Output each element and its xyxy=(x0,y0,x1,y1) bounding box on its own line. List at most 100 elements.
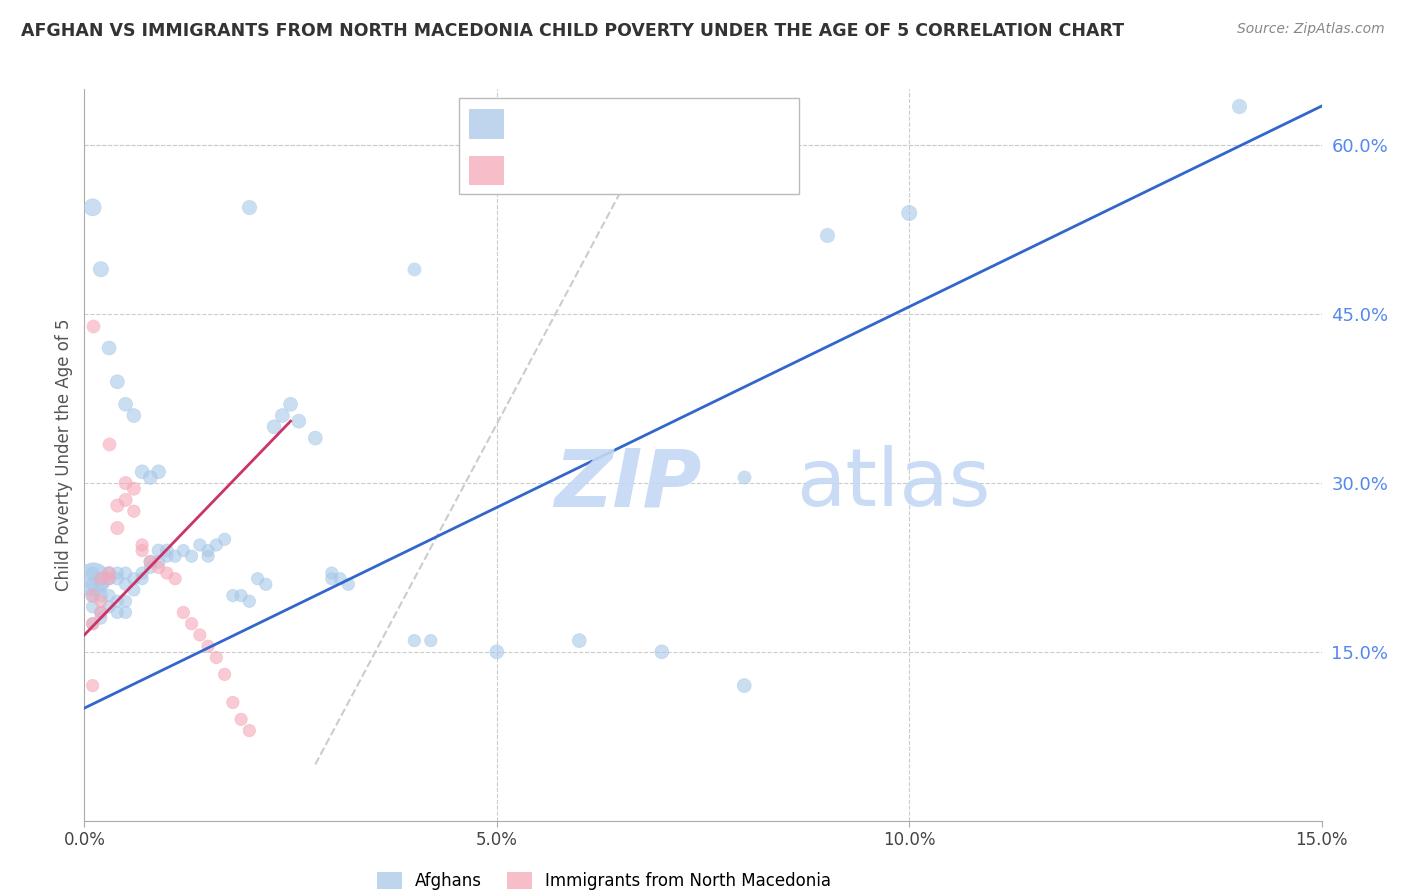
Point xyxy=(105,594,128,608)
Point xyxy=(188,538,211,552)
Point xyxy=(148,555,170,569)
Point xyxy=(188,628,211,642)
Point xyxy=(131,465,153,479)
Point xyxy=(148,543,170,558)
Point xyxy=(90,611,112,625)
Point xyxy=(90,589,112,603)
Point xyxy=(131,543,153,558)
Point xyxy=(404,633,426,648)
Point xyxy=(180,616,202,631)
Point xyxy=(90,572,112,586)
Point xyxy=(197,639,219,653)
Point xyxy=(238,594,260,608)
Point xyxy=(156,543,179,558)
Point xyxy=(122,504,145,518)
Point xyxy=(105,499,128,513)
Point xyxy=(165,549,187,564)
Point xyxy=(197,543,219,558)
Point xyxy=(165,572,187,586)
Point xyxy=(148,560,170,574)
Point xyxy=(485,645,508,659)
Point xyxy=(105,566,128,580)
Point xyxy=(90,572,112,586)
Point xyxy=(214,533,236,547)
Point xyxy=(815,228,838,243)
Point xyxy=(156,566,179,580)
Point xyxy=(131,566,153,580)
Point xyxy=(214,667,236,681)
Point xyxy=(229,589,252,603)
Point xyxy=(98,599,121,614)
Point xyxy=(105,572,128,586)
Point xyxy=(82,577,104,591)
Point xyxy=(105,375,128,389)
Point xyxy=(271,409,294,423)
Point xyxy=(122,482,145,496)
Point xyxy=(114,566,136,580)
Point xyxy=(329,572,352,586)
Point xyxy=(263,419,285,434)
Point xyxy=(229,712,252,726)
Point xyxy=(98,572,121,586)
Text: ZIP: ZIP xyxy=(554,445,702,524)
Legend: Afghans, Immigrants from North Macedonia: Afghans, Immigrants from North Macedonia xyxy=(370,865,838,892)
Y-axis label: Child Poverty Under the Age of 5: Child Poverty Under the Age of 5 xyxy=(55,318,73,591)
Point xyxy=(114,594,136,608)
Point xyxy=(337,577,360,591)
Text: atlas: atlas xyxy=(796,445,990,524)
Point xyxy=(1227,99,1250,113)
Point xyxy=(82,599,104,614)
Point xyxy=(321,566,343,580)
Point xyxy=(98,589,121,603)
Point xyxy=(156,549,179,564)
Point xyxy=(122,572,145,586)
Point xyxy=(238,723,260,738)
Point xyxy=(246,572,269,586)
Point xyxy=(139,560,162,574)
Point xyxy=(568,633,591,648)
Point xyxy=(90,262,112,277)
Point xyxy=(98,566,121,580)
Point xyxy=(131,538,153,552)
Point xyxy=(898,206,921,220)
Point xyxy=(114,476,136,491)
Text: Source: ZipAtlas.com: Source: ZipAtlas.com xyxy=(1237,22,1385,37)
Point xyxy=(114,577,136,591)
Point xyxy=(222,696,245,710)
Point xyxy=(304,431,326,445)
Point xyxy=(122,582,145,597)
Point xyxy=(733,679,755,693)
Point xyxy=(238,200,260,214)
Point xyxy=(98,566,121,580)
Point xyxy=(82,318,104,333)
Point xyxy=(280,397,302,411)
Point xyxy=(205,538,228,552)
Point xyxy=(82,616,104,631)
Point xyxy=(205,650,228,665)
Point xyxy=(105,606,128,620)
Point xyxy=(98,341,121,355)
Point xyxy=(222,589,245,603)
Point xyxy=(114,397,136,411)
Point xyxy=(114,492,136,507)
Point xyxy=(82,589,104,603)
Point xyxy=(90,606,112,620)
Point xyxy=(90,577,112,591)
Point xyxy=(105,521,128,535)
Point xyxy=(122,409,145,423)
Point xyxy=(82,589,104,603)
Point xyxy=(139,470,162,484)
Point xyxy=(98,436,121,450)
Point xyxy=(172,606,194,620)
Point xyxy=(131,572,153,586)
Point xyxy=(148,465,170,479)
Point xyxy=(733,470,755,484)
Point xyxy=(321,572,343,586)
Point xyxy=(419,633,441,648)
Point xyxy=(180,549,202,564)
Point xyxy=(404,262,426,277)
Point xyxy=(288,414,311,428)
Text: AFGHAN VS IMMIGRANTS FROM NORTH MACEDONIA CHILD POVERTY UNDER THE AGE OF 5 CORRE: AFGHAN VS IMMIGRANTS FROM NORTH MACEDONI… xyxy=(21,22,1125,40)
Point xyxy=(139,555,162,569)
Point xyxy=(254,577,277,591)
